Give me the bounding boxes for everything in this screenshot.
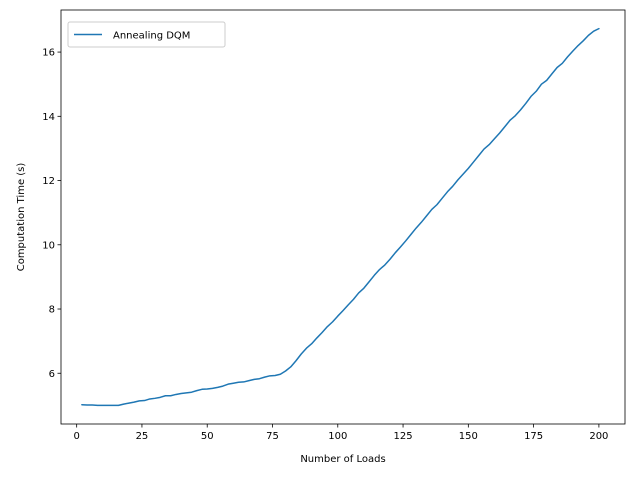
x-tick-label: 50 bbox=[201, 431, 214, 442]
y-tick-label: 14 bbox=[42, 112, 55, 123]
legend-box bbox=[67, 21, 226, 48]
x-tick-label: 25 bbox=[136, 431, 149, 442]
x-tick-label: 0 bbox=[73, 431, 79, 442]
x-tick-label: 75 bbox=[266, 431, 279, 442]
x-axis-label: Number of Loads bbox=[300, 454, 385, 465]
legend: Annealing DQM bbox=[67, 21, 226, 48]
y-tick-label: 6 bbox=[49, 369, 55, 380]
y-axis-label: Computation Time (s) bbox=[16, 163, 27, 272]
y-tick-label: 10 bbox=[42, 240, 55, 251]
y-axis-ticks: 6 8 10 12 14 16 bbox=[42, 48, 61, 380]
series-layer bbox=[81, 27, 600, 407]
x-tick-label: 175 bbox=[524, 431, 543, 442]
y-tick-label: 8 bbox=[49, 305, 55, 316]
series-line bbox=[81, 27, 600, 407]
legend-label: Annealing DQM bbox=[113, 31, 190, 42]
x-axis-ticks: 0 25 50 75 100 125 150 175 200 bbox=[73, 424, 608, 442]
x-tick-label: 100 bbox=[328, 431, 347, 442]
x-tick-label: 125 bbox=[394, 431, 413, 442]
y-tick-label: 16 bbox=[42, 48, 55, 59]
y-tick-label: 12 bbox=[42, 176, 55, 187]
x-tick-label: 150 bbox=[459, 431, 478, 442]
x-tick-label: 200 bbox=[589, 431, 608, 442]
axes-frame bbox=[60, 9, 626, 425]
